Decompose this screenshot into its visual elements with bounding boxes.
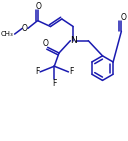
Text: N: N [70, 36, 77, 45]
Text: O: O [35, 2, 41, 11]
Text: CH₃: CH₃ [1, 31, 14, 37]
Text: O: O [22, 24, 28, 33]
Text: O: O [43, 39, 49, 48]
Text: O: O [120, 13, 126, 22]
Text: F: F [52, 79, 56, 88]
Text: F: F [35, 67, 39, 76]
Text: F: F [69, 67, 73, 76]
